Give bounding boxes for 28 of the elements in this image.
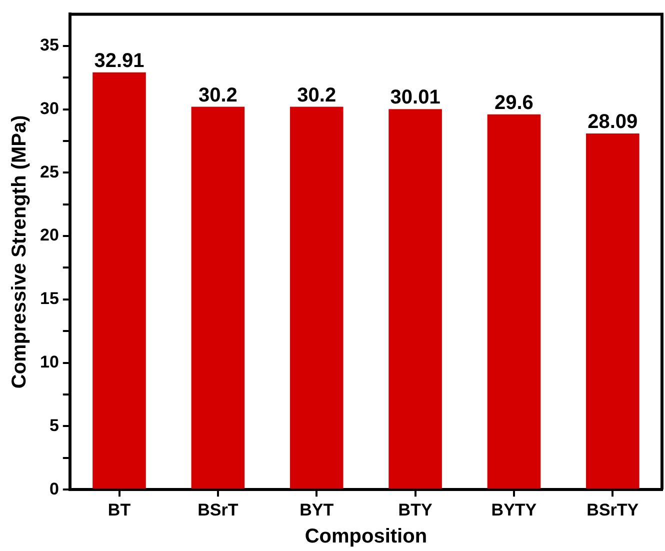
x-tick-label: BT	[108, 500, 132, 520]
x-tick-label: BYT	[300, 500, 334, 520]
x-tick-label: BYTY	[491, 500, 538, 520]
y-tick-label: 25	[40, 162, 59, 182]
x-tick-label: BSrT	[198, 500, 239, 520]
bar	[92, 72, 146, 489]
y-tick-label: 15	[40, 289, 59, 308]
data-label: 29.6	[494, 92, 534, 114]
data-label: 32.91	[94, 50, 144, 72]
bar	[388, 109, 442, 489]
y-tick-label: 5	[49, 416, 59, 435]
y-tick-label: 20	[40, 226, 59, 245]
bar	[290, 106, 344, 489]
y-tick-label: 30	[40, 98, 59, 118]
data-label: 30.2	[198, 84, 238, 106]
x-tick-label: BSrTY	[586, 500, 640, 520]
bar	[487, 114, 541, 489]
x-tick-label: BTY	[398, 500, 433, 520]
data-label: 30.2	[297, 84, 336, 106]
y-tick-label: 10	[40, 352, 59, 372]
y-tick-label: 35	[40, 36, 59, 55]
y-axis-title: Compressive Strength (MPa)	[8, 115, 31, 389]
data-label: 30.01	[390, 86, 440, 109]
data-label: 28.09	[588, 111, 638, 134]
bar	[586, 133, 640, 489]
bar	[191, 106, 245, 489]
x-axis-title: Composition	[304, 526, 428, 548]
y-tick-label: 0	[49, 479, 59, 498]
